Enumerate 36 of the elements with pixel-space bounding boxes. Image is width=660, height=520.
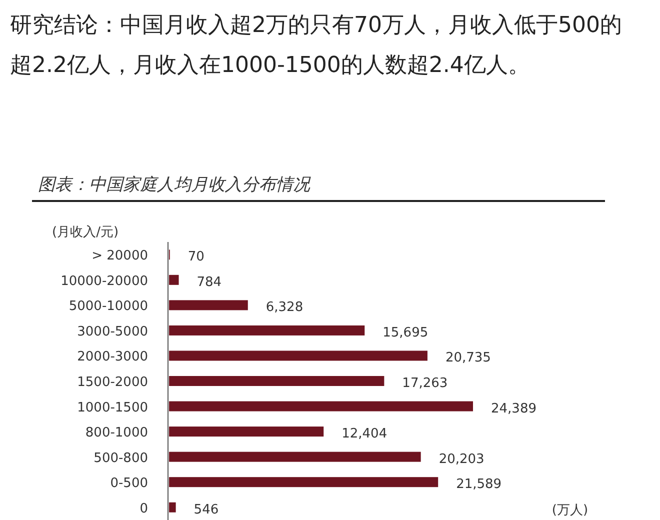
y-tick-label: 2000-3000: [77, 350, 148, 365]
y-tick-label: 1500-2000: [77, 375, 148, 390]
y-tick-label: 500-800: [94, 450, 148, 466]
data-label: 20,735: [445, 350, 491, 366]
y-axis-title: (月收入/元): [52, 225, 119, 240]
y-tick-label: 10000-20000: [60, 274, 148, 289]
y-tick-label: 0: [140, 501, 148, 516]
bar: [169, 376, 384, 386]
data-label: 15,695: [382, 325, 428, 340]
y-tick-label: > 20000: [92, 248, 148, 264]
y-tick-label: 800-1000: [85, 426, 148, 441]
y-tick-label: 0-500: [110, 476, 148, 492]
bar: [169, 452, 421, 462]
y-tick-label: 1000-1500: [77, 400, 148, 416]
data-label: 17,263: [402, 376, 448, 391]
y-tick-label: 3000-5000: [77, 324, 148, 340]
data-label: 20,203: [438, 452, 484, 467]
bar: [169, 477, 438, 488]
y-tick-label: 5000-10000: [68, 299, 148, 314]
chart-subtitle: 图表：中国家庭人均月收入分布情况: [38, 175, 311, 195]
chart-title: 研究结论：中国月收入超2万的只有70万人，月收入低于500的超2.2亿人，月收入在1000-1500的人数超2.4亿人。: [10, 13, 622, 78]
data-label: 70: [188, 250, 204, 265]
bar: [169, 401, 473, 412]
bar: [169, 300, 248, 310]
bar: [169, 350, 428, 361]
data-label: 6,328: [266, 300, 304, 316]
data-label: 24,389: [491, 401, 536, 416]
data-label: 12,404: [342, 426, 388, 442]
bar: [169, 426, 324, 437]
text: (万人): [552, 503, 588, 518]
data-label: 21,589: [456, 477, 502, 492]
bar: [169, 325, 365, 336]
bar: [169, 502, 176, 512]
data-label: 784: [196, 274, 222, 290]
data-label: 546: [194, 502, 219, 518]
bar: [169, 274, 179, 285]
